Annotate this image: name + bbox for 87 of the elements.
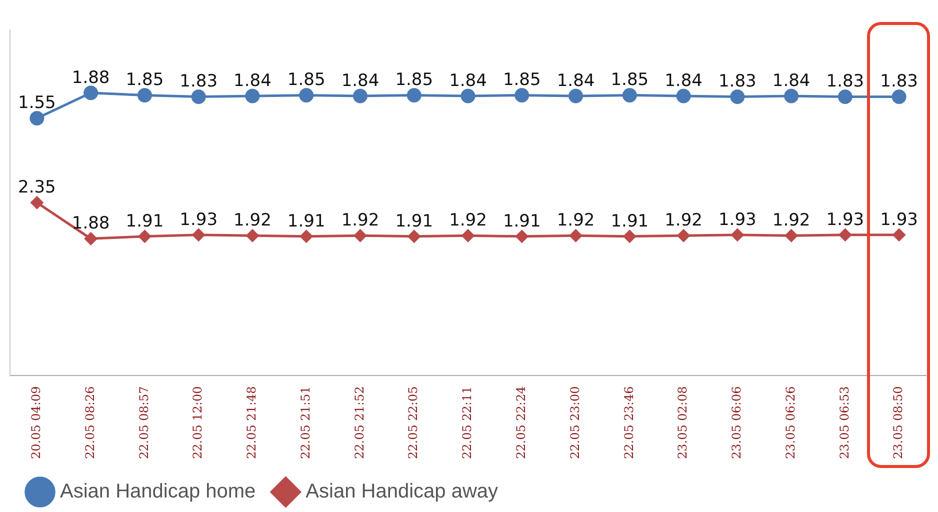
point (30, 110, 44, 126)
data-label: 1.84 (772, 70, 810, 91)
point (676, 88, 691, 104)
x-tick-label: 22.05 23:46 (622, 386, 636, 459)
data-label: 1.88 (72, 214, 110, 234)
data-label: 1.93 (180, 210, 218, 230)
point (568, 88, 584, 104)
data-label: 1.92 (664, 210, 702, 231)
x-tick-label: 23.05 02:08 (676, 386, 690, 459)
data-label: 1.84 (556, 70, 595, 91)
data-label: 1.91 (287, 211, 326, 232)
legend-label: Asian Handicap away (306, 480, 498, 503)
x-tick-label: 22.05 21:51 (298, 386, 312, 459)
point (730, 90, 745, 104)
point (299, 88, 314, 102)
x-tick-label: 22.05 22:24 (514, 386, 528, 459)
point (460, 88, 476, 104)
x-tick-label: 22.05 22:05 (406, 386, 420, 459)
data-label: 1.84 (449, 70, 487, 91)
point (623, 230, 636, 243)
data-label: 1.92 (449, 210, 487, 231)
data-label: 1.85 (126, 70, 164, 90)
data-label: 1.85 (502, 70, 541, 90)
data-label: 1.83 (718, 72, 756, 92)
data-label: 1.84 (234, 70, 272, 91)
data-label: 1.92 (341, 210, 380, 231)
point (408, 230, 420, 243)
point (84, 86, 98, 100)
data-label: 1.91 (610, 211, 649, 232)
data-label: 1.85 (287, 70, 326, 90)
legend-label: Asian Handicap home (60, 480, 256, 503)
point (570, 229, 582, 242)
data-label: 1.83 (826, 72, 864, 92)
point (138, 230, 151, 243)
data-label: 1.55 (18, 93, 56, 114)
x-tick-label: 22.05 12:00 (190, 386, 205, 459)
point (192, 228, 205, 242)
data-label: 1.93 (718, 210, 756, 230)
data-label: 1.84 (341, 70, 380, 91)
x-tick-label: 20.05 04:09 (29, 386, 44, 459)
data-label: 2.35 (18, 178, 56, 198)
x-tick-label: 23.05 06:06 (730, 386, 744, 459)
x-tick-label: 22.05 08:57 (136, 386, 151, 459)
x-tick-label: 22.05 21:48 (244, 386, 259, 459)
x-tick-label: 22.05 22:11 (460, 386, 474, 459)
point (84, 232, 98, 245)
data-label: 1.93 (826, 210, 864, 230)
point (838, 90, 852, 104)
point (354, 229, 366, 242)
point (838, 228, 852, 242)
x-tick-label: 23.05 08:50 (891, 386, 906, 459)
point (191, 90, 206, 104)
point (245, 88, 260, 104)
point (137, 88, 152, 102)
data-label: 1.83 (180, 72, 218, 92)
data-label: 1.84 (664, 70, 702, 91)
point (516, 230, 528, 243)
data-label: 1.92 (234, 210, 272, 231)
point (622, 88, 637, 102)
data-label: 1.85 (395, 70, 434, 90)
data-label: 1.91 (395, 211, 434, 232)
x-tick-label: 23.05 06:26 (783, 386, 798, 459)
point (462, 229, 474, 242)
data-label: 1.85 (610, 70, 649, 90)
point (246, 229, 259, 242)
point (892, 90, 906, 104)
data-label: 1.91 (502, 211, 541, 232)
point (731, 228, 744, 242)
point (300, 230, 313, 243)
data-label: 1.88 (72, 68, 110, 88)
x-tick-label: 22.05 23:00 (568, 386, 582, 459)
data-label: 1.91 (126, 211, 164, 232)
x-tick-label: 22.05 21:52 (352, 386, 366, 459)
point (677, 229, 690, 242)
x-tick-label: 22.05 08:26 (82, 386, 97, 459)
point (892, 228, 906, 242)
point (406, 88, 422, 102)
point (784, 88, 799, 104)
point (30, 196, 44, 209)
data-label: 1.92 (556, 210, 595, 231)
x-tick-label: 23.05 06:53 (837, 386, 852, 459)
point (514, 88, 530, 102)
data-label: 1.93 (880, 210, 918, 230)
data-label: 1.83 (880, 72, 918, 92)
point (785, 229, 798, 242)
data-label: 1.92 (772, 210, 810, 231)
point (352, 88, 368, 104)
